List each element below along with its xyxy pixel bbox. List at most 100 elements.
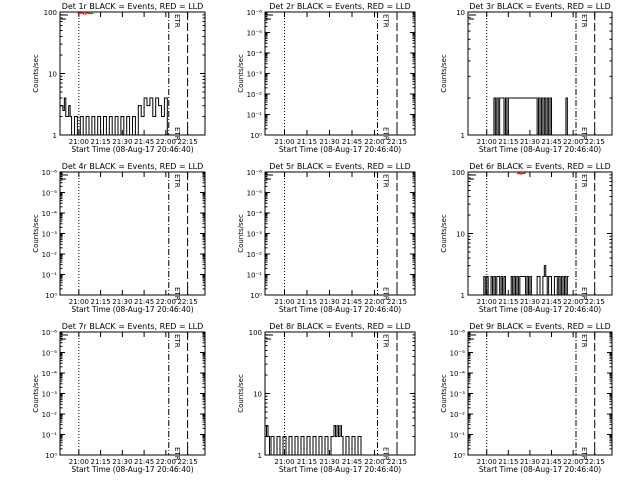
y-tick-label: 10⁻¹ <box>450 432 466 440</box>
x-tick-label: 21:00 <box>477 458 497 466</box>
y-tick-label: 1 <box>461 132 465 140</box>
y-axis-label: Counts/sec <box>237 374 245 413</box>
y-tick-label: 10⁻¹ <box>247 112 263 120</box>
y-tick-label: 10⁻³ <box>42 391 58 399</box>
y-tick-label: 10⁰ <box>250 292 262 300</box>
series-line-1 <box>492 97 569 136</box>
y-axis-label: Counts/sec <box>440 214 448 253</box>
y-tick-label: 10⁰ <box>45 292 57 300</box>
x-tick-label: 22:00 <box>156 138 176 146</box>
series-line-1 <box>265 425 363 456</box>
y-tick-label: 10⁻⁶ <box>42 329 58 337</box>
y-tick-label: 10⁻⁵ <box>42 350 58 358</box>
x-tick-label: 21:00 <box>274 458 294 466</box>
plot-frame <box>59 171 206 296</box>
panel-1: Det 1r BLACK = Events, RED = LLD 1 10 100 21… <box>32 2 206 154</box>
y-tick-label: 10 <box>253 391 262 399</box>
y-tick-label: 1 <box>461 292 465 300</box>
x-tick-label: 21:00 <box>69 298 89 306</box>
y-tick-label: 10⁻¹ <box>42 432 58 440</box>
y-tick-label: 10⁻³ <box>42 231 58 239</box>
y-axis-label: Counts/sec <box>440 374 448 413</box>
x-tick-label: 21:00 <box>477 138 497 146</box>
plot-frame <box>467 331 613 456</box>
panel-9: Det 9r BLACK = Events, RED = LLD 10⁰ 10⁻¹ 1… <box>440 322 613 474</box>
x-tick-label: 21:15 <box>91 298 111 306</box>
y-tick-label: 10 <box>48 71 57 79</box>
plot-frame <box>264 171 416 296</box>
annotation-label-top: ETR <box>382 174 390 188</box>
annotation-label-top: ETR <box>382 14 390 28</box>
panel-title: Det 8r BLACK = Events, RED = LLD <box>269 322 411 331</box>
x-tick-label: 21:00 <box>274 138 294 146</box>
x-tick-label: 21:30 <box>112 138 132 146</box>
x-tick-label: 21:15 <box>498 458 518 466</box>
y-tick-label: 10 <box>456 9 465 17</box>
y-tick-label: 10⁻³ <box>247 71 263 79</box>
y-tick-label: 10⁻⁵ <box>450 350 466 358</box>
panel-title: Det 7r BLACK = Events, RED = LLD <box>62 322 204 331</box>
x-tick-label: 21:45 <box>541 458 561 466</box>
y-tick-label: 100 <box>249 329 262 337</box>
x-tick-label: 21:45 <box>134 298 154 306</box>
x-tick-label: 22:00 <box>364 138 384 146</box>
x-tick-label: 21:30 <box>112 298 132 306</box>
y-tick-label: 10⁰ <box>250 132 262 140</box>
x-tick-label: 21:30 <box>319 298 339 306</box>
x-tick-label: 22:15 <box>387 138 407 146</box>
annotation-label-top: ETR <box>580 174 588 188</box>
x-tick-label: 22:15 <box>178 298 198 306</box>
x-tick-label: 21:00 <box>274 298 294 306</box>
panel-title: Det 1r BLACK = Events, RED = LLD <box>62 2 204 11</box>
annotation-label: ETR <box>382 127 390 141</box>
y-tick-label: 10⁻⁵ <box>247 30 263 38</box>
x-tick-label: 21:45 <box>342 298 362 306</box>
y-tick-label: 10⁰ <box>45 452 57 460</box>
x-tick-label: 22:00 <box>563 298 583 306</box>
x-tick-label: 21:00 <box>69 138 89 146</box>
x-tick-label: 21:30 <box>520 138 540 146</box>
panel-7: Det 7r BLACK = Events, RED = LLD 10⁰ 10⁻¹ 1… <box>32 322 206 474</box>
plot-frame <box>264 11 416 136</box>
y-tick-label: 10⁻³ <box>247 231 263 239</box>
y-tick-label: 100 <box>44 9 57 17</box>
y-tick-label: 10⁻⁵ <box>42 190 58 198</box>
y-tick-label: 10⁻² <box>42 411 58 419</box>
x-tick-label: 21:30 <box>319 458 339 466</box>
annotation-label: ETR <box>173 287 181 301</box>
x-axis-label: Start Time (08-Aug-17 20:46:40) <box>71 305 193 314</box>
panel-title: Det 6r BLACK = Events, RED = LLD <box>469 162 611 171</box>
y-tick-label: 10⁻⁴ <box>42 370 58 378</box>
x-tick-label: 21:15 <box>297 138 317 146</box>
y-axis-label: Counts/sec <box>32 214 40 253</box>
x-tick-label: 21:45 <box>342 138 362 146</box>
panel-2: Det 2r BLACK = Events, RED = LLD 10⁰ 10⁻¹ 1… <box>237 2 416 154</box>
y-tick-label: 10⁻⁶ <box>42 169 58 177</box>
annotation-label-top: ETR <box>173 334 181 348</box>
x-tick-label: 21:45 <box>134 458 154 466</box>
series-line-2 <box>77 12 94 15</box>
x-axis-label: Start Time (08-Aug-17 20:46:40) <box>279 145 401 154</box>
annotation-label: ETR <box>580 287 588 301</box>
annotation-label-top: ETR <box>580 14 588 28</box>
y-tick-label: 10 <box>456 231 465 239</box>
x-tick-label: 22:15 <box>178 458 198 466</box>
x-axis-label: Start Time (08-Aug-17 20:46:40) <box>479 305 601 314</box>
panel-title: Det 3r BLACK = Events, RED = LLD <box>469 2 611 11</box>
panel-6: Det 6r BLACK = Events, RED = LLD 1 10 100 21… <box>440 162 613 314</box>
x-tick-label: 21:15 <box>498 298 518 306</box>
x-tick-label: 22:00 <box>364 458 384 466</box>
annotation-label-top: ETR <box>382 334 390 348</box>
panel-title: Det 4r BLACK = Events, RED = LLD <box>62 162 204 171</box>
x-tick-label: 21:45 <box>541 298 561 306</box>
x-axis-label: Start Time (08-Aug-17 20:46:40) <box>479 465 601 474</box>
series-line-2 <box>516 172 526 175</box>
y-tick-label: 10⁻² <box>247 251 263 259</box>
x-tick-label: 22:00 <box>563 458 583 466</box>
x-tick-label: 21:00 <box>477 298 497 306</box>
x-axis-label: Start Time (08-Aug-17 20:46:40) <box>71 465 193 474</box>
panel-title: Det 9r BLACK = Events, RED = LLD <box>469 322 611 331</box>
y-tick-label: 10⁻¹ <box>42 272 58 280</box>
